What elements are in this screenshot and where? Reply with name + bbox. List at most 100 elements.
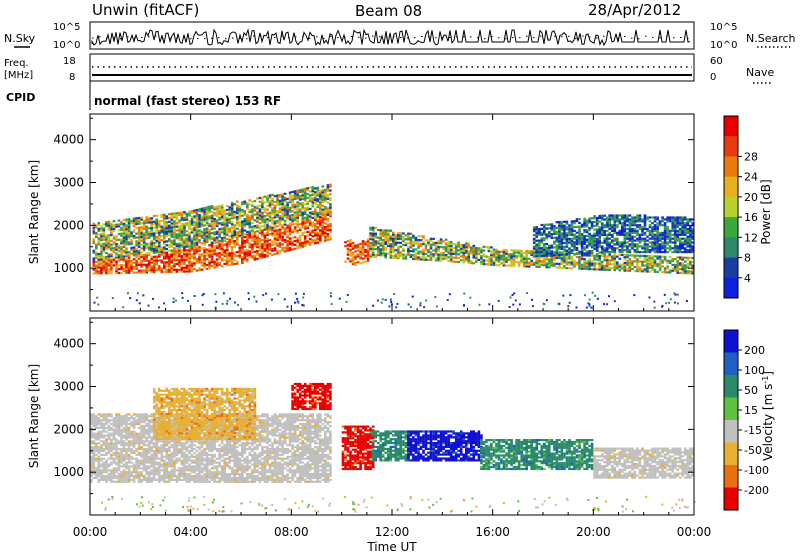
- power-cell: [663, 229, 667, 232]
- power-cell: [600, 245, 604, 248]
- power-cell: [668, 256, 672, 259]
- power-cell: [140, 226, 143, 229]
- power-cell: [137, 271, 141, 274]
- power-cell: [548, 262, 551, 265]
- power-cell: [163, 263, 166, 266]
- power-cell: [198, 233, 201, 236]
- power-cell: [241, 248, 244, 251]
- power-cell: [366, 257, 370, 260]
- power-cell: [691, 227, 695, 231]
- power-cell: [628, 220, 632, 223]
- power-cell: [266, 218, 269, 221]
- power-cell: [422, 250, 425, 253]
- power-cell: [465, 259, 468, 262]
- power-cell: [397, 251, 400, 254]
- power-cell: [520, 249, 523, 252]
- power-cell: [303, 209, 307, 212]
- power-cell: [258, 210, 262, 213]
- power-cell: [152, 222, 156, 225]
- power-cell: [200, 209, 204, 212]
- power-cell: [147, 269, 151, 272]
- power-cell: [611, 239, 614, 242]
- velocity-cell: [115, 467, 118, 470]
- power-cell: [351, 261, 355, 264]
- power-cell: [387, 244, 390, 248]
- power-cell: [477, 253, 481, 256]
- velocity-cell: [100, 471, 103, 474]
- power-cell: [246, 237, 249, 240]
- power-cell: [596, 297, 599, 300]
- power-cell: [200, 260, 204, 264]
- power-cell: [263, 232, 267, 235]
- power-cell: [543, 231, 546, 234]
- power-cell: [570, 229, 574, 233]
- power-cell: [120, 255, 123, 258]
- power-cell: [422, 252, 425, 255]
- power-cell: [150, 219, 153, 222]
- power-cell: [238, 228, 242, 231]
- power-cell: [271, 228, 274, 231]
- power-cell: [678, 262, 682, 265]
- power-cell: [548, 250, 551, 253]
- power-cell: [369, 245, 372, 248]
- power-cell: [256, 251, 259, 255]
- power-cell: [193, 224, 196, 228]
- power-cell: [359, 258, 362, 261]
- velocity-cell: [127, 459, 131, 462]
- power-cell: [303, 231, 307, 234]
- power-cell: [95, 235, 98, 238]
- velocity-cell: [100, 432, 103, 435]
- power-cell: [97, 233, 101, 236]
- velocity-cell: [130, 478, 133, 481]
- power-cell: [163, 225, 166, 228]
- power-cell: [462, 251, 466, 254]
- power-cell: [392, 237, 395, 240]
- power-cell: [557, 302, 560, 305]
- power-cell: [241, 252, 244, 255]
- power-cell: [160, 269, 164, 272]
- power-cell: [165, 255, 169, 258]
- power-cell: [253, 207, 257, 210]
- power-cell: [226, 299, 229, 302]
- power-cell: [548, 252, 551, 255]
- power-cell: [628, 243, 632, 246]
- power-cell: [618, 245, 622, 248]
- power-cell: [434, 251, 438, 254]
- power-cell: [613, 257, 617, 260]
- power-cell: [326, 236, 330, 240]
- power-cell: [261, 205, 264, 209]
- power-cell: [180, 224, 184, 228]
- velocity-cell: [122, 480, 126, 483]
- power-cell: [387, 239, 390, 242]
- velocity-cell: [105, 419, 108, 422]
- power-cell: [311, 231, 315, 234]
- power-cell: [296, 214, 299, 217]
- power-cell: [170, 259, 174, 262]
- power-cell: [202, 293, 205, 295]
- velocity-cell: [127, 428, 131, 431]
- power-cell: [613, 218, 617, 221]
- velocity-cell: [110, 457, 113, 460]
- power-cell: [472, 254, 476, 257]
- power-cell: [598, 220, 601, 223]
- power-cell: [188, 256, 191, 260]
- power-cell: [351, 251, 355, 254]
- velocity-cell: [102, 434, 106, 437]
- power-cell: [671, 251, 674, 254]
- power-cell: [92, 241, 96, 245]
- velocity-cell: [120, 432, 123, 435]
- power-cell: [389, 243, 393, 246]
- velocity-cell: [125, 421, 128, 424]
- velocity-cell: [105, 421, 108, 424]
- power-cell: [397, 233, 400, 237]
- power-cell: [668, 233, 672, 236]
- power-cell: [651, 247, 654, 250]
- velocity-cell: [135, 422, 138, 426]
- power-cell: [218, 218, 221, 221]
- power-cell: [681, 266, 684, 269]
- power-cell: [147, 221, 151, 224]
- power-cell: [102, 236, 106, 239]
- power-cell: [319, 203, 322, 206]
- power-cell: [205, 208, 209, 211]
- velocity-cell: [107, 434, 111, 437]
